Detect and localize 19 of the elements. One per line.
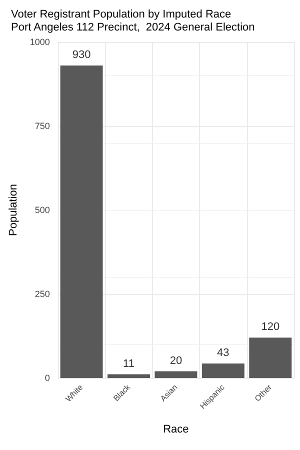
data-label: 930: [72, 49, 91, 62]
bar: [202, 364, 244, 378]
data-label: 120: [261, 321, 280, 334]
x-axis-title: Race: [163, 424, 189, 436]
y-tick-label: 500: [34, 205, 50, 215]
y-tick-label: 750: [34, 121, 50, 131]
y-tick-label: 0: [44, 373, 50, 383]
y-tick-label: 250: [34, 289, 50, 299]
y-tick-label: 1000: [30, 37, 50, 47]
bar: [60, 66, 103, 378]
bar: [108, 374, 150, 378]
y-axis-title: Population: [8, 184, 20, 236]
data-label: 43: [217, 347, 230, 360]
data-label: 11: [123, 358, 134, 370]
data-label: 20: [170, 354, 182, 367]
chart-title: Voter Registrant Population by Imputed Race: [11, 8, 232, 20]
chart-subtitle: Port Angeles 112 Precinct, 2024 General Election: [11, 22, 255, 34]
bar: [154, 371, 198, 378]
bar: [249, 338, 292, 378]
